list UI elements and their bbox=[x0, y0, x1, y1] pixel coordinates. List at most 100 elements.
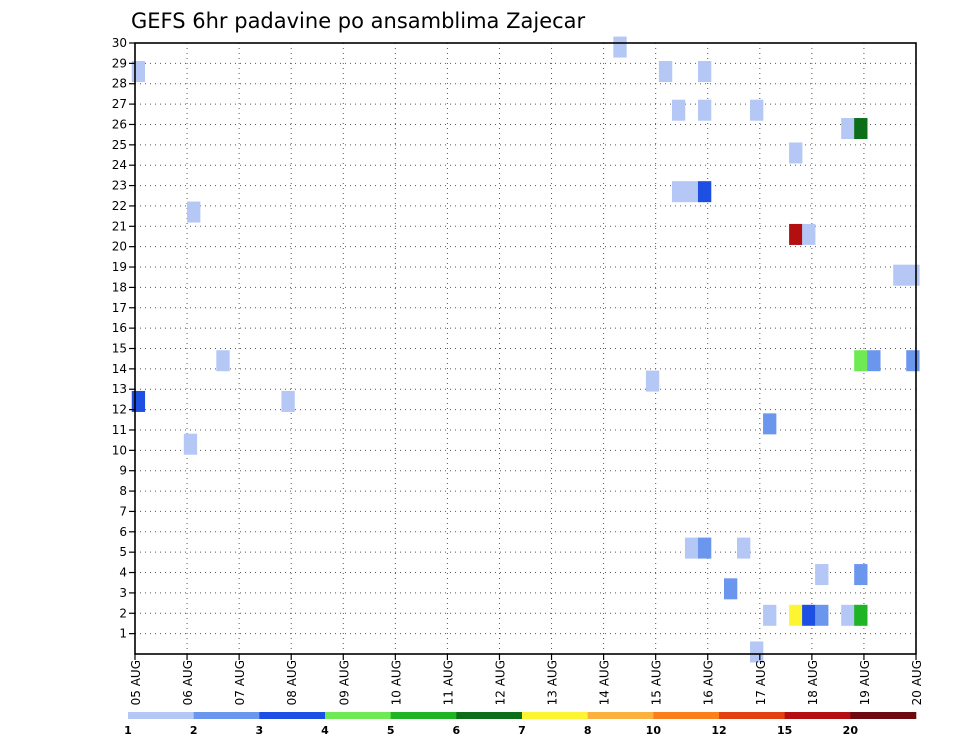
data-cell bbox=[183, 433, 198, 455]
data-cell bbox=[802, 604, 816, 626]
data-cell bbox=[789, 223, 803, 245]
y-tick-label: 9 bbox=[119, 464, 127, 478]
colorbar-segment bbox=[325, 712, 391, 719]
x-tick-label: 11 AUG bbox=[441, 660, 455, 705]
y-tick-label: 14 bbox=[112, 362, 127, 376]
data-cell bbox=[789, 604, 803, 626]
colorbar-label: 7 bbox=[518, 724, 526, 737]
data-cell bbox=[854, 604, 868, 626]
y-tick-label: 17 bbox=[112, 301, 127, 315]
x-tick-label: 17 AUG bbox=[754, 660, 768, 705]
x-tick-label: 08 AUG bbox=[285, 660, 299, 705]
y-tick-label: 27 bbox=[112, 97, 127, 111]
x-tick-label: 06 AUG bbox=[181, 660, 195, 705]
y-tick-label: 5 bbox=[119, 545, 127, 559]
y-tick-label: 26 bbox=[112, 117, 127, 131]
colorbar-label: 3 bbox=[256, 724, 264, 737]
colorbar-segment bbox=[522, 712, 588, 719]
x-tick-label: 07 AUG bbox=[233, 660, 247, 705]
data-cell bbox=[854, 350, 868, 372]
colorbar-segment bbox=[128, 712, 194, 719]
y-tick-label: 11 bbox=[112, 423, 127, 437]
data-cell bbox=[131, 61, 146, 83]
data-cell bbox=[281, 390, 295, 412]
y-tick-label: 1 bbox=[119, 627, 127, 641]
x-tick-label: 20 AUG bbox=[910, 660, 924, 705]
data-cell bbox=[684, 181, 699, 203]
data-cells bbox=[131, 36, 920, 663]
colorbar: 1 2 3 4 5 6 7 8 10 12 15 20 bbox=[124, 712, 917, 737]
x-tick-label: 12 AUG bbox=[493, 660, 507, 705]
data-cell bbox=[684, 537, 699, 559]
x-tick-label: 15 AUG bbox=[650, 660, 664, 705]
data-cell bbox=[854, 564, 868, 586]
y-tick-label: 12 bbox=[112, 403, 127, 417]
data-cell bbox=[724, 578, 738, 600]
y-tick-label: 29 bbox=[112, 56, 127, 70]
y-axis: 1234567891011121314151617181920212223242… bbox=[112, 36, 135, 641]
data-cell bbox=[763, 413, 777, 435]
y-tick-label: 23 bbox=[112, 179, 127, 193]
data-cell bbox=[815, 564, 829, 586]
x-tick-label: 09 AUG bbox=[337, 660, 351, 705]
colorbar-label: 12 bbox=[711, 724, 726, 737]
data-cell bbox=[906, 350, 920, 372]
y-tick-label: 16 bbox=[112, 321, 127, 335]
y-tick-label: 3 bbox=[119, 586, 127, 600]
y-tick-label: 24 bbox=[112, 158, 127, 172]
data-cell bbox=[131, 390, 146, 412]
x-tick-label: 18 AUG bbox=[806, 660, 820, 705]
grid-lines bbox=[134, 42, 917, 654]
data-cell bbox=[658, 61, 673, 83]
colorbar-segment bbox=[390, 712, 457, 719]
colorbar-label: 8 bbox=[584, 724, 592, 737]
y-tick-label: 18 bbox=[112, 280, 127, 294]
data-cell bbox=[671, 181, 686, 203]
y-tick-label: 21 bbox=[112, 219, 127, 233]
y-tick-label: 25 bbox=[112, 138, 127, 152]
x-tick-label: 14 AUG bbox=[598, 660, 612, 705]
data-cell bbox=[645, 370, 660, 392]
data-cell bbox=[893, 264, 907, 286]
y-tick-label: 8 bbox=[119, 484, 127, 498]
y-tick-label: 30 bbox=[112, 36, 127, 50]
y-tick-label: 20 bbox=[112, 240, 127, 254]
colorbar-label: 20 bbox=[843, 724, 859, 737]
colorbar-label: 1 bbox=[124, 724, 132, 737]
chart-title: GEFS 6hr padavine po ansamblima Zajecar bbox=[131, 9, 586, 33]
y-tick-label: 7 bbox=[119, 504, 127, 518]
x-tick-label: 13 AUG bbox=[546, 660, 560, 705]
colorbar-label: 6 bbox=[453, 724, 461, 737]
data-cell bbox=[737, 537, 751, 559]
data-cell bbox=[906, 264, 920, 286]
colorbar-segment bbox=[259, 712, 326, 719]
data-cell bbox=[750, 641, 764, 663]
y-tick-label: 10 bbox=[112, 443, 127, 457]
data-cell bbox=[854, 118, 868, 140]
data-cell bbox=[841, 118, 855, 140]
data-cell bbox=[697, 99, 712, 121]
y-tick-label: 15 bbox=[112, 342, 127, 356]
y-tick-label: 28 bbox=[112, 77, 127, 91]
data-cell bbox=[697, 61, 712, 83]
y-tick-label: 4 bbox=[119, 566, 127, 580]
colorbar-segment bbox=[850, 712, 917, 719]
data-cell bbox=[789, 142, 803, 164]
y-tick-label: 2 bbox=[119, 606, 127, 620]
data-cell bbox=[671, 99, 686, 121]
x-axis: 05 AUG 06 AUG 07 AUG 08 AUG 09 AUG 10 AUG 11 A… bbox=[129, 654, 924, 705]
data-cell bbox=[187, 201, 201, 223]
x-tick-label: 19 AUG bbox=[858, 660, 872, 705]
data-cell bbox=[841, 604, 855, 626]
y-tick-label: 6 bbox=[119, 525, 127, 539]
colorbar-segment bbox=[653, 712, 720, 719]
colorbar-segment bbox=[719, 712, 785, 719]
y-tick-label: 22 bbox=[112, 199, 127, 213]
y-tick-label: 13 bbox=[112, 382, 127, 396]
data-cell bbox=[697, 181, 712, 203]
data-cell bbox=[613, 36, 627, 58]
colorbar-label: 2 bbox=[190, 724, 198, 737]
x-tick-label: 05 AUG bbox=[129, 660, 143, 705]
colorbar-label: 5 bbox=[387, 724, 395, 737]
